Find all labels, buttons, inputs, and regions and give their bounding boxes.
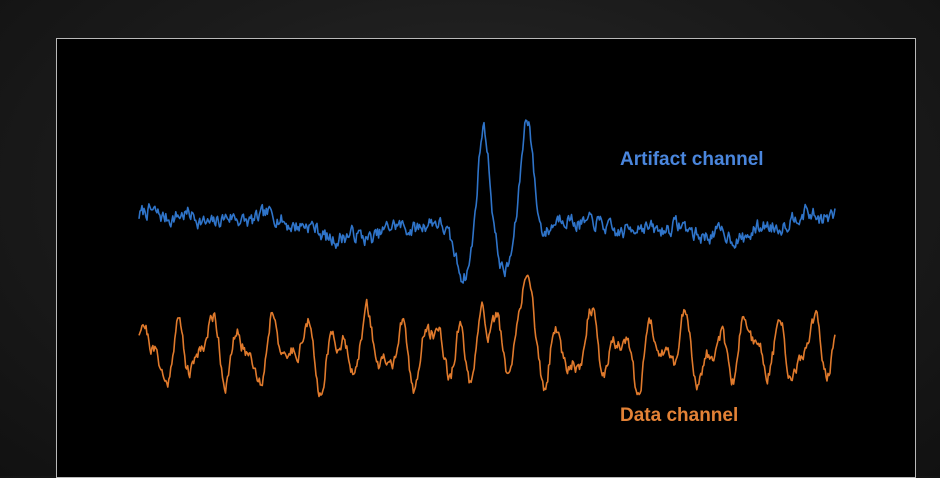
- artifact-channel-trace: [138, 119, 836, 284]
- data-channel-trace: [138, 274, 836, 398]
- chart-panel: Artifact channel Data channel: [56, 38, 916, 478]
- signal-chart: [138, 119, 836, 398]
- artifact-channel-label: Artifact channel: [620, 149, 764, 170]
- data-channel-label: Data channel: [620, 405, 739, 426]
